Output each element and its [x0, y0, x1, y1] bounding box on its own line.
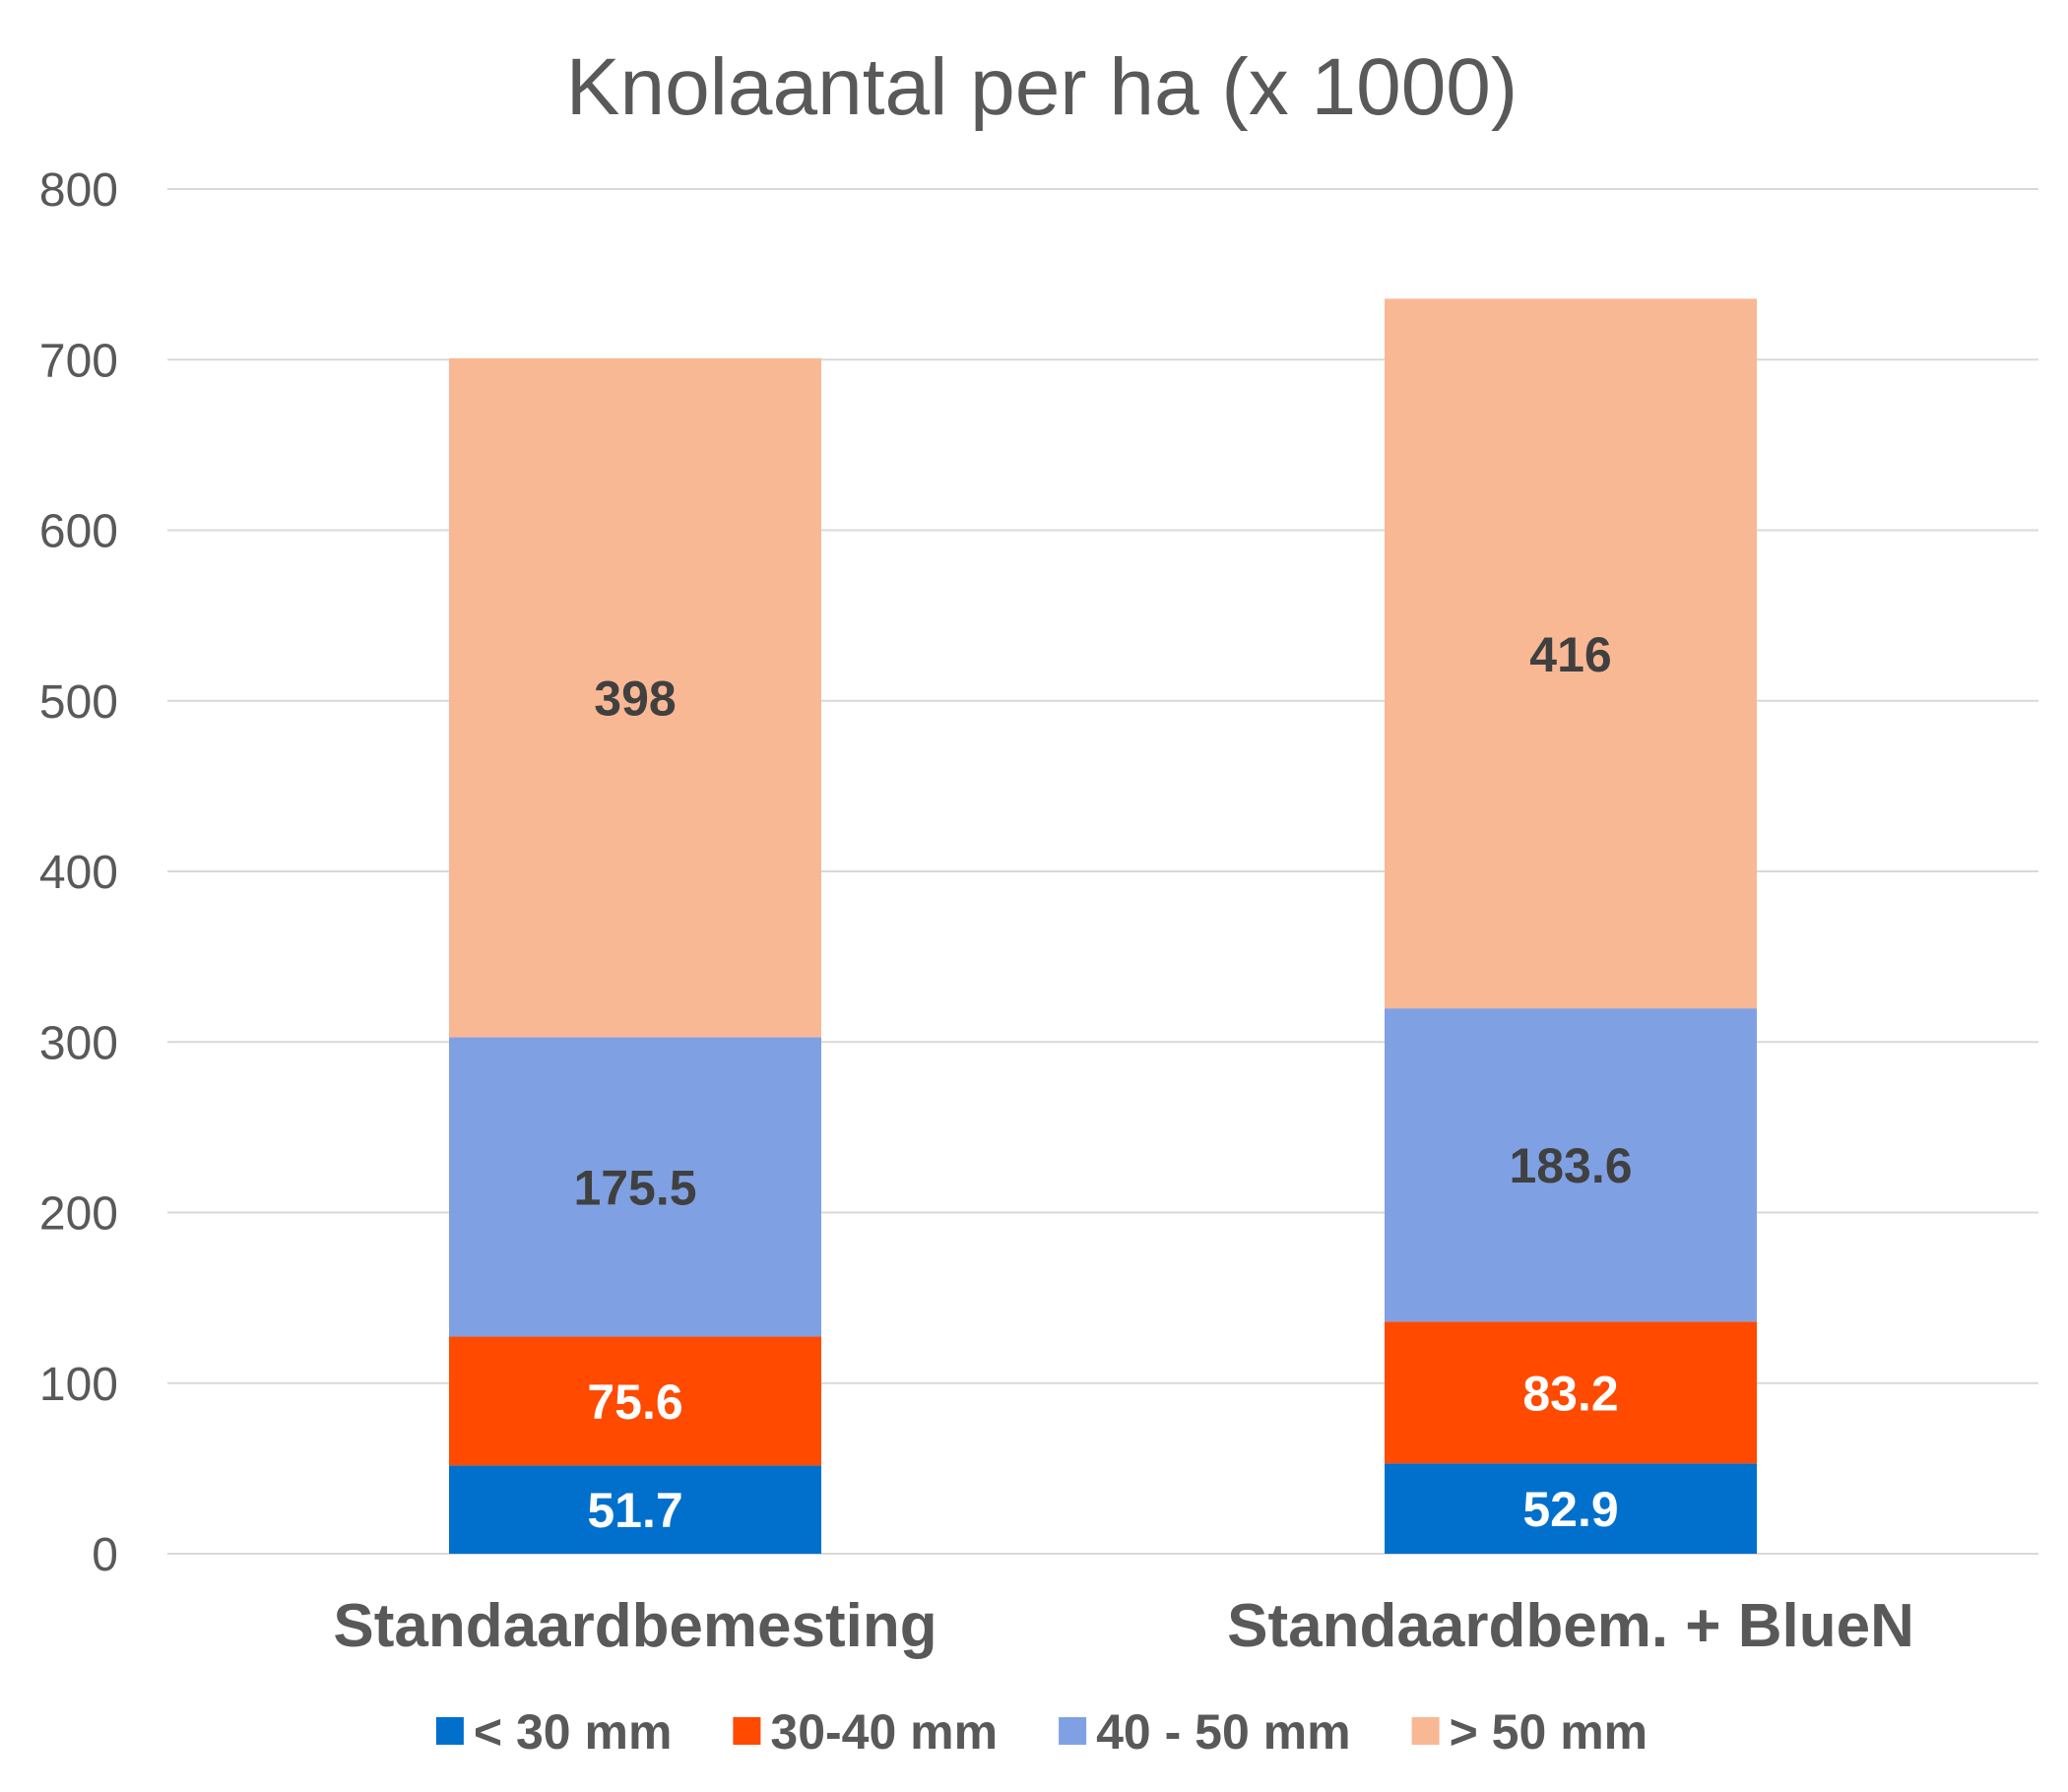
gridlines [167, 188, 2038, 1555]
bar-segment [449, 357, 821, 1038]
bar-segment [1385, 1321, 1757, 1464]
data-label: 175.5 [573, 1160, 696, 1215]
legend-item: > 50 mm [1411, 1704, 1648, 1760]
y-tick-label: 500 [39, 676, 118, 729]
bar-segment [1385, 1008, 1757, 1322]
legend-item: 30-40 mm [733, 1704, 998, 1760]
legend-swatch [1059, 1717, 1087, 1745]
y-tick-label: 800 [39, 164, 118, 217]
legend-swatch [435, 1717, 464, 1745]
data-label: 75.6 [587, 1375, 682, 1430]
legend-item: < 30 mm [435, 1704, 673, 1760]
data-label: 416 [1529, 627, 1611, 682]
y-tick-label: 200 [39, 1188, 118, 1241]
legend-label: < 30 mm [474, 1704, 673, 1760]
bar-segment [449, 1465, 821, 1554]
y-tick-label: 700 [39, 335, 118, 387]
bar-segment [1385, 1463, 1757, 1554]
y-tick-label: 100 [39, 1359, 118, 1411]
bar-segment [1385, 298, 1757, 1009]
data-label: 83.2 [1522, 1366, 1618, 1421]
bar-segment [449, 1037, 821, 1337]
y-axis-ticks: 0 100 200 300 400 500 600 700 800 [39, 164, 118, 1581]
x-axis-ticks: Standaardbemesting Standaardbem. + BlueN [333, 1592, 1913, 1660]
data-labels: 51.7 75.6 175.5 398 52.9 83.2 183.6 416 [573, 627, 1632, 1538]
data-label: 52.9 [1522, 1482, 1618, 1537]
legend-label: 40 - 50 mm [1096, 1704, 1350, 1760]
legend-label: 30-40 mm [770, 1704, 998, 1760]
data-label: 398 [594, 672, 676, 727]
x-tick-label: Standaardbem. + BlueN [1227, 1592, 1914, 1660]
legend: < 30 mm 30-40 mm 40 - 50 mm > 50 mm [435, 1704, 1648, 1760]
chart-title: Knolaantal per ha (x 1000) [566, 42, 1518, 132]
y-tick-label: 400 [39, 847, 118, 899]
data-label: 183.6 [1509, 1138, 1632, 1193]
data-label: 51.7 [587, 1483, 682, 1538]
bars [449, 298, 1757, 1554]
y-tick-label: 0 [92, 1529, 118, 1581]
legend-label: > 50 mm [1450, 1704, 1648, 1760]
y-tick-label: 300 [39, 1017, 118, 1069]
bar-segment [449, 1336, 821, 1466]
y-tick-label: 600 [39, 506, 118, 558]
x-tick-label: Standaardbemesting [333, 1592, 937, 1660]
legend-item: 40 - 50 mm [1059, 1704, 1351, 1760]
legend-swatch [1411, 1717, 1440, 1745]
legend-swatch [733, 1717, 761, 1745]
